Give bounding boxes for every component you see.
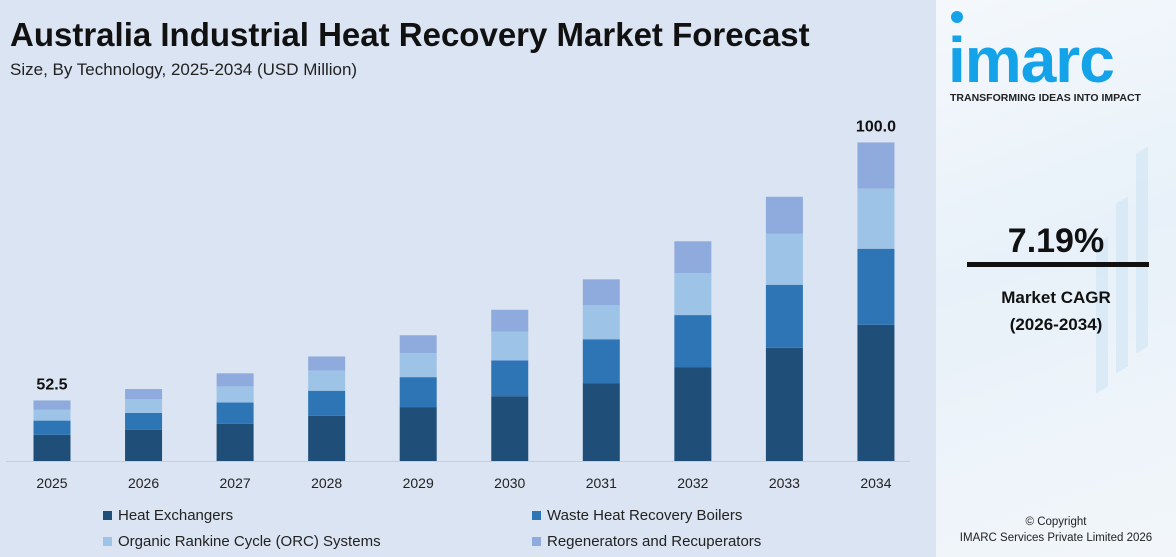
bar-segment-2034-3 — [857, 142, 895, 189]
bar-segment-2032-0 — [674, 367, 712, 461]
x-tick-label: 2028 — [311, 475, 342, 491]
x-tick-label: 2034 — [860, 475, 891, 491]
copyright-company: IMARC Services Private Limited 2026 — [959, 532, 1153, 544]
bar-segment-2033-2 — [765, 233, 803, 285]
bar-segment-2025-0 — [33, 434, 71, 461]
bar-segment-2028-1 — [308, 390, 346, 416]
bar-segment-2025-1 — [33, 420, 71, 435]
bar-segment-2026-2 — [125, 399, 163, 413]
x-tick-label: 2033 — [769, 475, 800, 491]
stacked-bar-chart: 2025 52.5 2026 2027 2028 2029 2030 2031 2032 2033… — [6, 118, 910, 491]
bar-segment-2027-1 — [216, 402, 254, 424]
logo-dot — [951, 11, 963, 23]
bar-segment-2028-2 — [308, 370, 346, 391]
data-label-2034: 100.0 — [856, 118, 896, 135]
x-tick-label: 2026 — [128, 475, 159, 491]
bar-segment-2030-2 — [491, 331, 529, 361]
bar-segment-2027-3 — [216, 373, 254, 387]
bar-segment-2029-0 — [399, 407, 437, 461]
cagr-divider — [967, 262, 1149, 267]
legend-label: Organic Rankine Cycle (ORC) Systems — [118, 533, 381, 550]
bar-segment-2025-3 — [33, 400, 71, 410]
bar-segment-2031-1 — [582, 339, 620, 384]
bar-segment-2032-2 — [674, 273, 712, 316]
logo-tagline: TRANSFORMING IDEAS INTO IMPACT — [950, 92, 1141, 104]
bar-segment-2033-0 — [765, 347, 803, 461]
legend-item-heat-exchangers: Heat Exchangers — [103, 507, 233, 524]
bar-segment-2027-0 — [216, 423, 254, 461]
x-tick-label: 2029 — [403, 475, 434, 491]
bar-segment-2026-3 — [125, 389, 163, 400]
bar-segment-2025-2 — [33, 409, 71, 421]
bar-segment-2031-0 — [582, 383, 620, 461]
cagr-value: 7.19% — [1007, 222, 1105, 260]
bar-segment-2029-1 — [399, 377, 437, 408]
bar-segment-2031-2 — [582, 305, 620, 340]
data-label-2025: 52.5 — [36, 376, 67, 393]
chart-subtitle: Size, By Technology, 2025-2034 (USD Mill… — [10, 60, 358, 79]
x-tick-label: 2025 — [36, 475, 67, 491]
bar-segment-2027-2 — [216, 386, 254, 403]
bar-segment-2029-3 — [399, 335, 437, 354]
legend-item-waste-heat-recovery-boilers: Waste Heat Recovery Boilers — [532, 507, 742, 524]
sidebar-panel: imarc TRANSFORMING IDEAS INTO IMPACT 7.1… — [936, 0, 1176, 557]
legend-swatch — [103, 537, 112, 546]
x-tick-label: 2031 — [586, 475, 617, 491]
bar-segment-2034-2 — [857, 188, 895, 249]
legend-item-orc-systems: Organic Rankine Cycle (ORC) Systems — [103, 533, 381, 550]
cagr-label-text: Market CAGR — [1001, 288, 1111, 307]
copyright: © Copyright IMARC Services Private Limit… — [936, 514, 1176, 546]
chart-panel: Australia Industrial Heat Recovery Marke… — [6, 16, 910, 550]
x-tick-label: 2032 — [677, 475, 708, 491]
bar-segment-2033-1 — [765, 284, 803, 348]
legend-swatch — [532, 537, 541, 546]
copyright-line: © Copyright — [1025, 516, 1087, 528]
bar-segment-2034-0 — [857, 324, 895, 461]
legend-item-regenerators: Regenerators and Recuperators — [532, 533, 761, 550]
bar-segment-2028-3 — [308, 356, 346, 371]
legend-label: Waste Heat Recovery Boilers — [547, 507, 743, 524]
bar-segment-2033-3 — [765, 196, 803, 234]
bar-segment-2034-1 — [857, 248, 895, 325]
bar-segment-2029-2 — [399, 353, 437, 378]
bar-segment-2031-3 — [582, 279, 620, 306]
bar-segment-2026-0 — [125, 429, 163, 461]
legend-label: Heat Exchangers — [118, 507, 234, 524]
cagr-label: Market CAGR (2026-2034) — [936, 284, 1176, 338]
legend-swatch — [532, 511, 541, 520]
bar-segment-2032-1 — [674, 315, 712, 368]
bar-segment-2030-3 — [491, 309, 529, 332]
bar-segment-2028-0 — [308, 415, 346, 461]
chart-title: Australia Industrial Heat Recovery Marke… — [10, 16, 810, 53]
cagr-period: (2026-2034) — [1009, 315, 1103, 334]
x-tick-label: 2027 — [220, 475, 251, 491]
legend-label: Regenerators and Recuperators — [547, 533, 762, 550]
bar-segment-2030-0 — [491, 396, 529, 461]
bar-segment-2032-3 — [674, 241, 712, 274]
bar-segment-2026-1 — [125, 412, 163, 430]
legend-swatch — [103, 511, 112, 520]
x-tick-label: 2030 — [494, 475, 525, 491]
bar-segment-2030-1 — [491, 360, 529, 397]
imarc-logo: imarc — [948, 24, 1115, 96]
